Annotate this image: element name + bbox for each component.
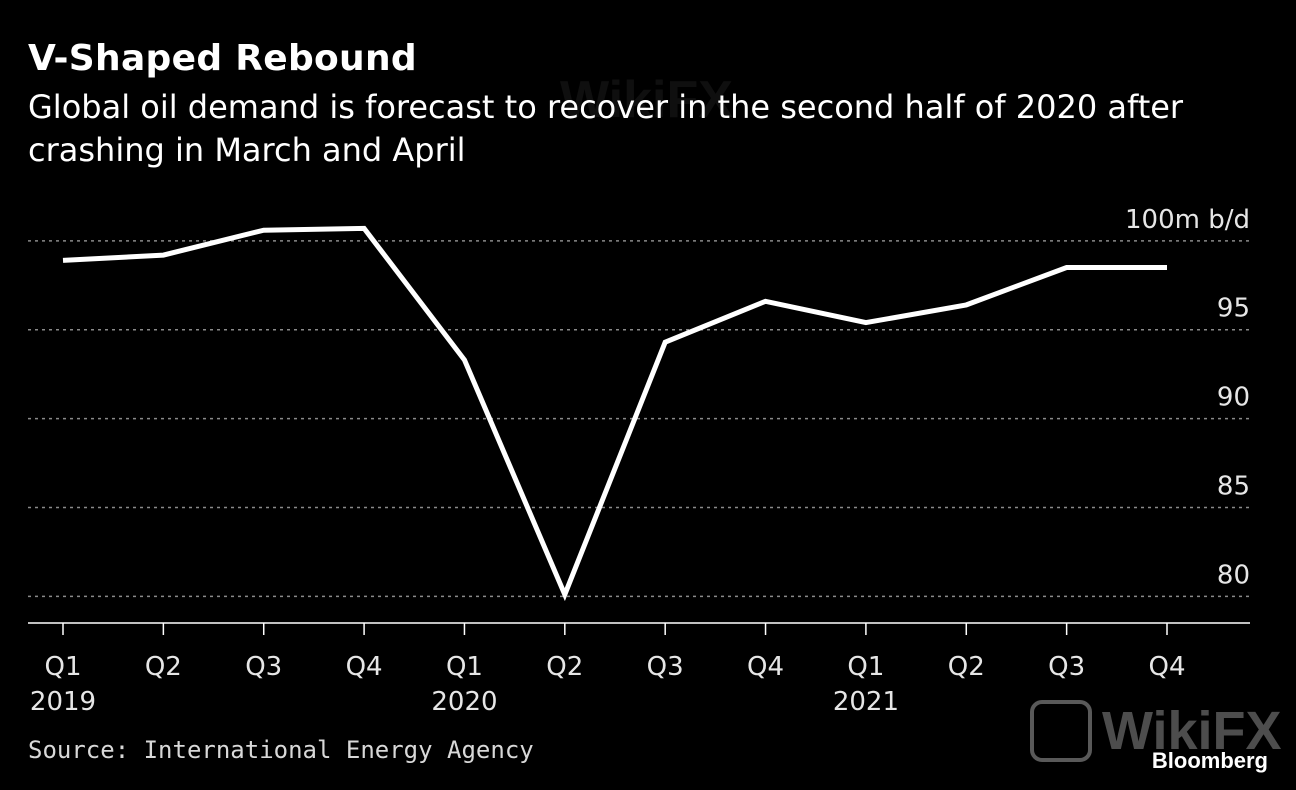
x-tick-label: Q4: [346, 652, 383, 682]
chart-subtitle: Global oil demand is forecast to recover…: [28, 88, 1184, 169]
x-year-label: 2019: [30, 687, 96, 717]
x-tick-label: Q2: [546, 652, 583, 682]
x-tick-label: Q2: [948, 652, 985, 682]
gridlines: [28, 240, 1250, 598]
y-tick-label: 100m b/d: [1125, 205, 1250, 235]
chart-title: V-Shaped Rebound: [28, 38, 417, 79]
x-axis: [28, 622, 1250, 635]
x-tick-label: Q3: [647, 652, 684, 682]
y-axis: 80 85 90 95 100m b/d: [1125, 205, 1250, 590]
x-tick-labels: Q1 2019 Q2 Q3 Q4 Q1 2020 Q2 Q3 Q4 Q1 2021 Q2 Q3 Q4: [30, 652, 1186, 717]
x-tick-label: Q1: [446, 652, 483, 682]
watermark-text: WikiFX: [560, 71, 733, 129]
y-tick-label: 85: [1217, 471, 1250, 501]
wikifx-logo-icon: [1030, 700, 1092, 762]
wikifx-watermark: WikiFX: [1102, 701, 1282, 761]
y-tick-label: 80: [1217, 560, 1250, 590]
x-tick-label: Q2: [145, 652, 182, 682]
x-tick-label: Q3: [245, 652, 282, 682]
bloomberg-logo: Bloomberg: [1151, 748, 1268, 773]
series: [62, 225, 1168, 602]
x-tick-label: Q3: [1048, 652, 1085, 682]
series-line-0: [62, 225, 1167, 602]
y-tick-label: 95: [1217, 294, 1250, 324]
x-year-label: 2020: [431, 687, 497, 717]
x-tick-label: Q1: [847, 652, 884, 682]
x-year-label: 2021: [833, 687, 899, 717]
source-note: Source: International Energy Agency: [28, 736, 534, 764]
x-tick-label: Q1: [44, 652, 81, 682]
x-tick-label: Q4: [1148, 652, 1185, 682]
x-tick-label: Q4: [747, 652, 784, 682]
y-tick-label: 90: [1217, 383, 1250, 413]
